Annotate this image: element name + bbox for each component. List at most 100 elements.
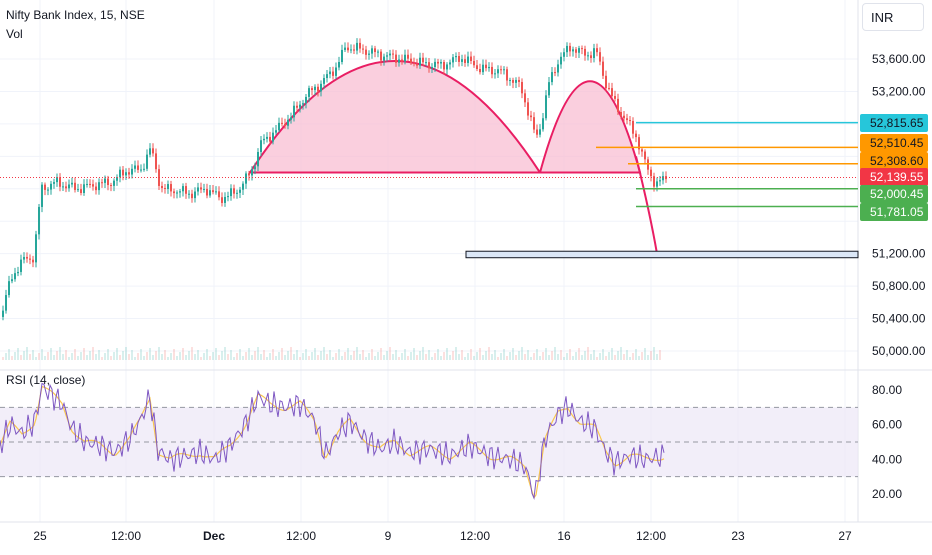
rsi-line [0,382,665,501]
candle-body-116 [350,49,352,51]
time-tick-label-6: 16 [557,529,571,543]
currency-selector[interactable]: INR [862,3,924,31]
candle-body-198 [596,48,598,53]
volume-bar-92 [278,352,280,360]
candle-body-147 [443,62,445,70]
candle-body-99 [299,104,301,108]
candle-body-153 [461,59,463,62]
candle-body-64 [194,191,196,199]
volume-bar-110 [332,357,334,360]
level-tag-label-4: 52,000.45 [870,187,924,201]
candle-body-59 [179,191,181,193]
time-tick-label-8: 23 [731,529,745,543]
candle-body-208 [626,118,628,121]
candle-body-103 [311,88,313,91]
volume-bar-83 [251,355,253,360]
volume-bar-143 [431,357,433,360]
volume-bar-8 [26,347,28,360]
volume-bar-140 [422,347,424,360]
candle-body-174 [524,93,526,103]
candle-body-193 [581,48,583,50]
candle-body-92 [278,122,280,131]
volume-bar-207 [623,354,625,360]
volume-bar-6 [20,355,22,360]
candle-body-10 [32,259,34,263]
candle-body-183 [551,72,553,83]
volume-bar-45 [137,353,139,360]
volume-bar-75 [227,354,229,360]
candle-body-72 [218,191,220,198]
candle-body-55 [167,184,169,190]
candle-body-139 [419,57,421,66]
candle-body-75 [227,196,229,198]
candle-body-143 [431,66,433,69]
candle-body-121 [365,49,367,55]
candle-body-127 [383,56,385,61]
candle-body-22 [68,184,70,189]
volume-bar-40 [122,351,124,360]
candle-body-71 [215,191,217,193]
candle-body-214 [644,151,646,160]
volume-bar-33 [101,357,103,360]
volume-bar-66 [200,357,202,360]
candle-body-163 [491,66,493,75]
volume-bar-1 [5,353,7,360]
volume-bar-100 [302,353,304,360]
candle-body-134 [404,54,406,62]
candle-body-195 [587,55,589,57]
price-tick-label-0: 50,000.00 [872,344,926,358]
volume-bar-179 [539,356,541,360]
volume-bar-150 [452,351,454,360]
volume-bar-108 [326,354,328,360]
volume-bar-82 [248,348,250,360]
time-tick-label-2: Dec [203,529,225,543]
volume-bar-142 [428,350,430,360]
candle-body-95 [287,119,289,126]
volume-bar-57 [173,349,175,360]
candle-body-50 [152,148,154,154]
volume-bar-53 [161,354,163,360]
candle-body-149 [449,62,451,65]
volume-bar-215 [647,355,649,360]
volume-bar-42 [128,354,130,360]
candle-body-90 [272,132,274,142]
volume-bar-162 [488,347,490,360]
volume-bar-182 [548,355,550,360]
volume-bar-175 [527,350,529,360]
time-tick-label-5: 12:00 [460,529,490,543]
volume-bar-69 [209,356,211,360]
volume-bar-88 [266,357,268,360]
volume-bar-0 [2,357,4,360]
candle-body-84 [254,166,256,170]
candle-body-40 [122,169,124,176]
candle-body-89 [269,136,271,142]
candle-body-58 [176,192,178,194]
volume-bar-156 [470,349,472,360]
candle-body-170 [512,79,514,83]
candle-body-146 [440,62,442,64]
volume-bar-161 [485,351,487,360]
candle-body-148 [446,64,448,70]
volume-bar-15 [47,352,49,360]
volume-bar-120 [362,350,364,360]
candle-body-111 [335,67,337,76]
candle-body-190 [572,49,574,52]
candle-body-191 [575,49,577,53]
volume-bar-137 [413,348,415,360]
candle-body-142 [428,62,430,69]
candle-body-17 [53,182,55,184]
volume-bar-22 [68,357,70,360]
candle-body-7 [23,256,25,260]
candle-body-173 [521,82,523,94]
volume-bar-103 [311,352,313,360]
candle-body-168 [506,69,508,81]
level-tag-label-5: 51,781.05 [870,205,924,219]
candle-body-60 [182,186,184,192]
candle-body-83 [251,169,253,176]
volume-bar-122 [368,353,370,360]
candle-body-98 [296,105,298,108]
candle-body-32 [98,182,100,191]
candle-body-211 [635,133,637,138]
